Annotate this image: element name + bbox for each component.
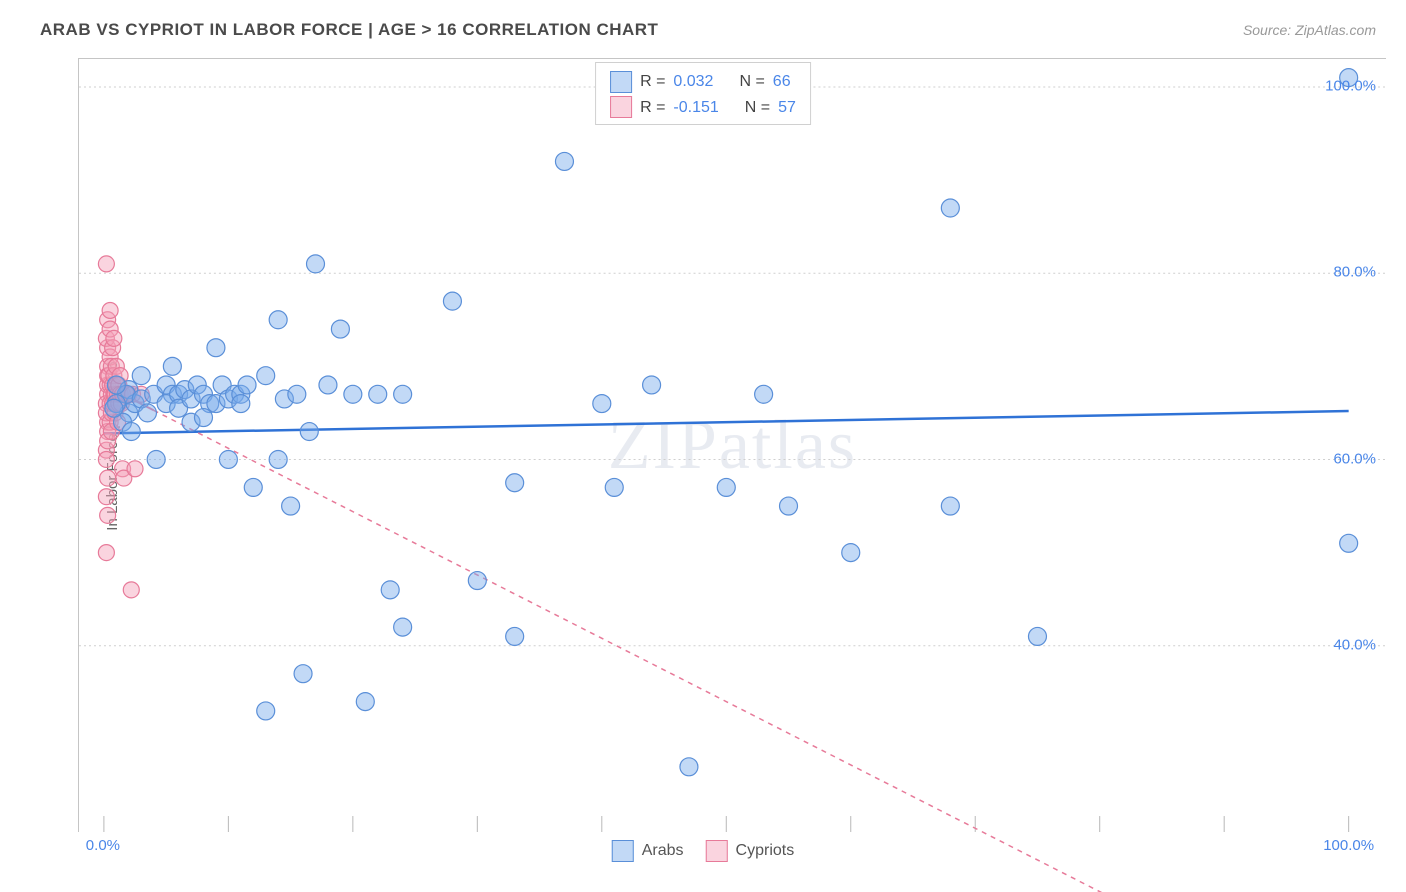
n-value: 66 [773,69,791,95]
y-tick-label: 100.0% [1325,77,1376,94]
swatch-cypriots [610,96,632,118]
y-tick-label: 40.0% [1333,637,1376,654]
legend-item-cypriots: Cypriots [706,840,795,862]
y-tick-label: 60.0% [1333,450,1376,467]
swatch-arabs-bottom [612,840,634,862]
r-value: 0.032 [673,69,713,95]
series-legend: Arabs Cypriots [612,840,794,862]
r-label: R = [640,69,665,95]
x-tick-label-end: 100.0% [1323,837,1374,854]
swatch-cypriots-bottom [706,840,728,862]
source-label: Source: ZipAtlas.com [1243,22,1376,38]
n-value: 57 [778,95,796,121]
legend-item-arabs: Arabs [612,840,684,862]
legend-label: Arabs [642,842,684,860]
r-label: R = [640,95,665,121]
y-tick-label: 80.0% [1333,264,1376,281]
n-label: N = [739,69,764,95]
chart-container: ARAB VS CYPRIOT IN LABOR FORCE | AGE > 1… [0,0,1406,892]
legend-row-cypriots: R = -0.151 N = 57 [610,95,796,121]
x-tick-label-start: 0.0% [86,837,120,854]
n-label: N = [745,95,770,121]
legend-label: Cypriots [736,842,795,860]
scatter-plot-svg [79,59,1386,832]
plot-area: ZIPatlas [78,58,1386,832]
r-value: -0.151 [673,95,718,121]
swatch-arabs [610,71,632,93]
chart-title: ARAB VS CYPRIOT IN LABOR FORCE | AGE > 1… [40,20,658,40]
legend-row-arabs: R = 0.032 N = 66 [610,69,796,95]
correlation-legend: R = 0.032 N = 66 R = -0.151 N = 57 [595,62,811,125]
